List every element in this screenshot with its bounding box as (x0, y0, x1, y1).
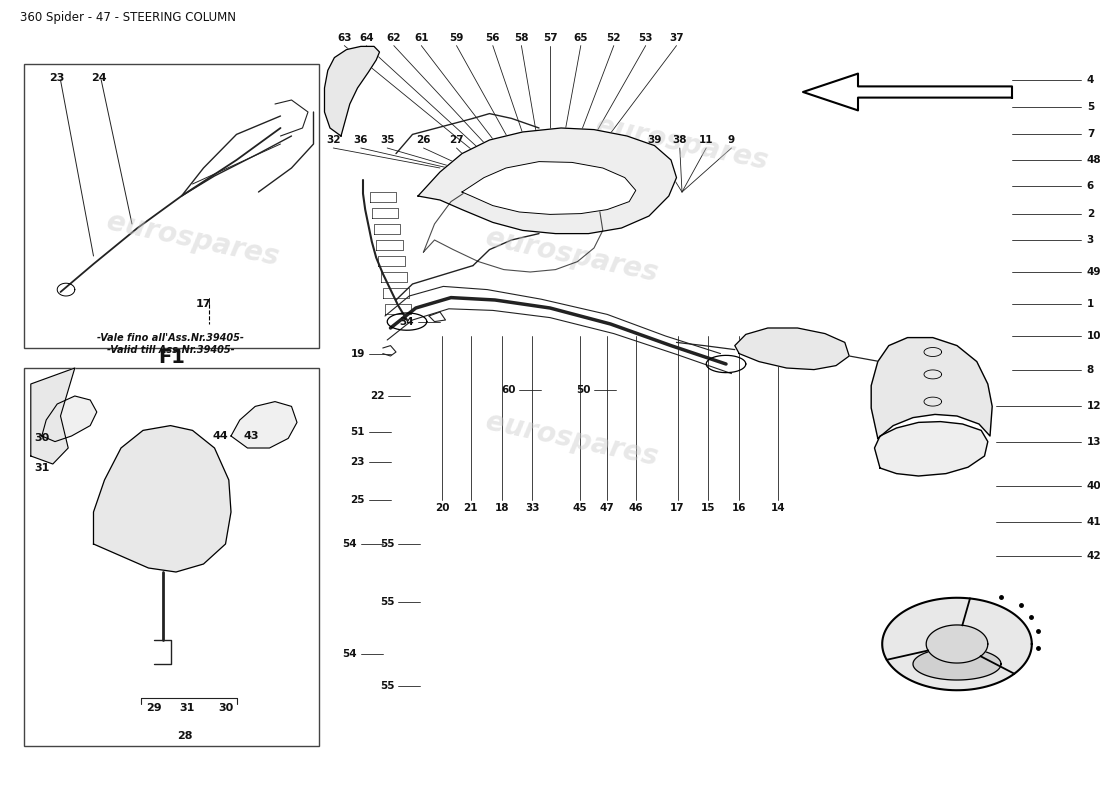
Text: 2: 2 (1087, 209, 1094, 218)
Text: 45: 45 (572, 503, 587, 513)
Text: 38: 38 (672, 135, 688, 145)
Text: 64: 64 (359, 33, 374, 42)
Text: 55: 55 (379, 597, 395, 606)
Text: 50: 50 (575, 385, 591, 394)
Text: 31: 31 (34, 463, 50, 473)
Text: 39: 39 (647, 135, 662, 145)
Text: 46: 46 (628, 503, 643, 513)
Text: 48: 48 (1087, 155, 1100, 165)
Text: -Valid till Ass.Nr.39405-: -Valid till Ass.Nr.39405- (107, 346, 234, 355)
Text: 6: 6 (1087, 182, 1094, 191)
Text: 26: 26 (416, 135, 431, 145)
Text: 40: 40 (1087, 481, 1100, 490)
Text: 15: 15 (701, 503, 716, 513)
Text: 30: 30 (34, 433, 50, 442)
Text: 14: 14 (770, 503, 785, 513)
Text: 41: 41 (1087, 518, 1100, 527)
Text: 8: 8 (1087, 365, 1094, 374)
Text: 58: 58 (514, 33, 529, 42)
Text: 21: 21 (463, 503, 478, 513)
Polygon shape (31, 368, 75, 464)
Text: 57: 57 (542, 33, 558, 42)
Text: 44: 44 (212, 431, 228, 441)
Polygon shape (324, 46, 380, 136)
Text: 52: 52 (606, 33, 621, 42)
Text: 19: 19 (350, 349, 365, 358)
Text: 13: 13 (1087, 437, 1100, 446)
Text: 37: 37 (669, 33, 684, 42)
Text: 32: 32 (326, 135, 341, 145)
Polygon shape (882, 598, 1032, 690)
Text: 31: 31 (179, 703, 195, 713)
Polygon shape (874, 422, 988, 476)
Text: 49: 49 (1087, 267, 1100, 277)
Text: 1: 1 (1087, 299, 1094, 309)
Polygon shape (735, 328, 849, 370)
Text: 54: 54 (342, 539, 358, 549)
Text: F1: F1 (158, 348, 185, 367)
Bar (24, 64, 319, 348)
Polygon shape (926, 625, 988, 663)
Text: 22: 22 (370, 391, 385, 401)
Text: 4: 4 (1087, 75, 1094, 85)
Text: 28: 28 (177, 731, 192, 741)
Polygon shape (231, 402, 297, 448)
Text: 61: 61 (414, 33, 429, 42)
Text: 23: 23 (50, 74, 65, 83)
Text: 27: 27 (449, 135, 464, 145)
Text: eurospares: eurospares (103, 208, 282, 272)
Bar (24, 368, 319, 746)
Polygon shape (94, 426, 231, 572)
Text: 56: 56 (485, 33, 501, 42)
Polygon shape (42, 396, 97, 442)
Text: 5: 5 (1087, 102, 1094, 112)
Text: 55: 55 (379, 681, 395, 690)
Text: -Vale fino all'Ass.Nr.39405-: -Vale fino all'Ass.Nr.39405- (97, 334, 244, 343)
Text: 24: 24 (91, 74, 107, 83)
Text: 12: 12 (1087, 402, 1100, 411)
Text: eurospares: eurospares (593, 112, 771, 176)
Text: 10: 10 (1087, 331, 1100, 341)
Polygon shape (462, 162, 636, 214)
Text: 59: 59 (449, 33, 464, 42)
Text: eurospares: eurospares (483, 224, 661, 288)
Text: 33: 33 (525, 503, 540, 513)
Text: 47: 47 (600, 503, 615, 513)
Text: 20: 20 (434, 503, 450, 513)
Polygon shape (803, 74, 1012, 110)
Text: 51: 51 (350, 427, 365, 437)
Text: 25: 25 (350, 495, 365, 505)
Text: 35: 35 (379, 135, 395, 145)
Text: 42: 42 (1087, 551, 1100, 561)
Text: 23: 23 (350, 457, 365, 466)
Text: 16: 16 (732, 503, 747, 513)
Text: 36: 36 (353, 135, 369, 145)
Text: 65: 65 (573, 33, 588, 42)
Text: 43: 43 (243, 431, 258, 441)
Text: 53: 53 (638, 33, 653, 42)
Text: 360 Spider - 47 - STEERING COLUMN: 360 Spider - 47 - STEERING COLUMN (20, 11, 235, 24)
Text: 55: 55 (379, 539, 395, 549)
Text: 54: 54 (342, 650, 358, 659)
Text: 62: 62 (386, 33, 402, 42)
Text: 29: 29 (146, 703, 162, 713)
Text: 9: 9 (728, 135, 735, 145)
Polygon shape (871, 338, 992, 438)
Text: eurospares: eurospares (483, 408, 661, 472)
Text: 34: 34 (399, 317, 415, 326)
Text: 18: 18 (494, 503, 509, 513)
Polygon shape (913, 648, 1001, 680)
Text: 60: 60 (500, 385, 516, 394)
Text: 11: 11 (698, 135, 714, 145)
Text: 63: 63 (337, 33, 352, 42)
Text: 17: 17 (196, 299, 211, 309)
Text: 3: 3 (1087, 235, 1094, 245)
Text: 30: 30 (218, 703, 233, 713)
Text: 7: 7 (1087, 129, 1094, 138)
Text: 17: 17 (670, 503, 685, 513)
Polygon shape (418, 128, 676, 234)
